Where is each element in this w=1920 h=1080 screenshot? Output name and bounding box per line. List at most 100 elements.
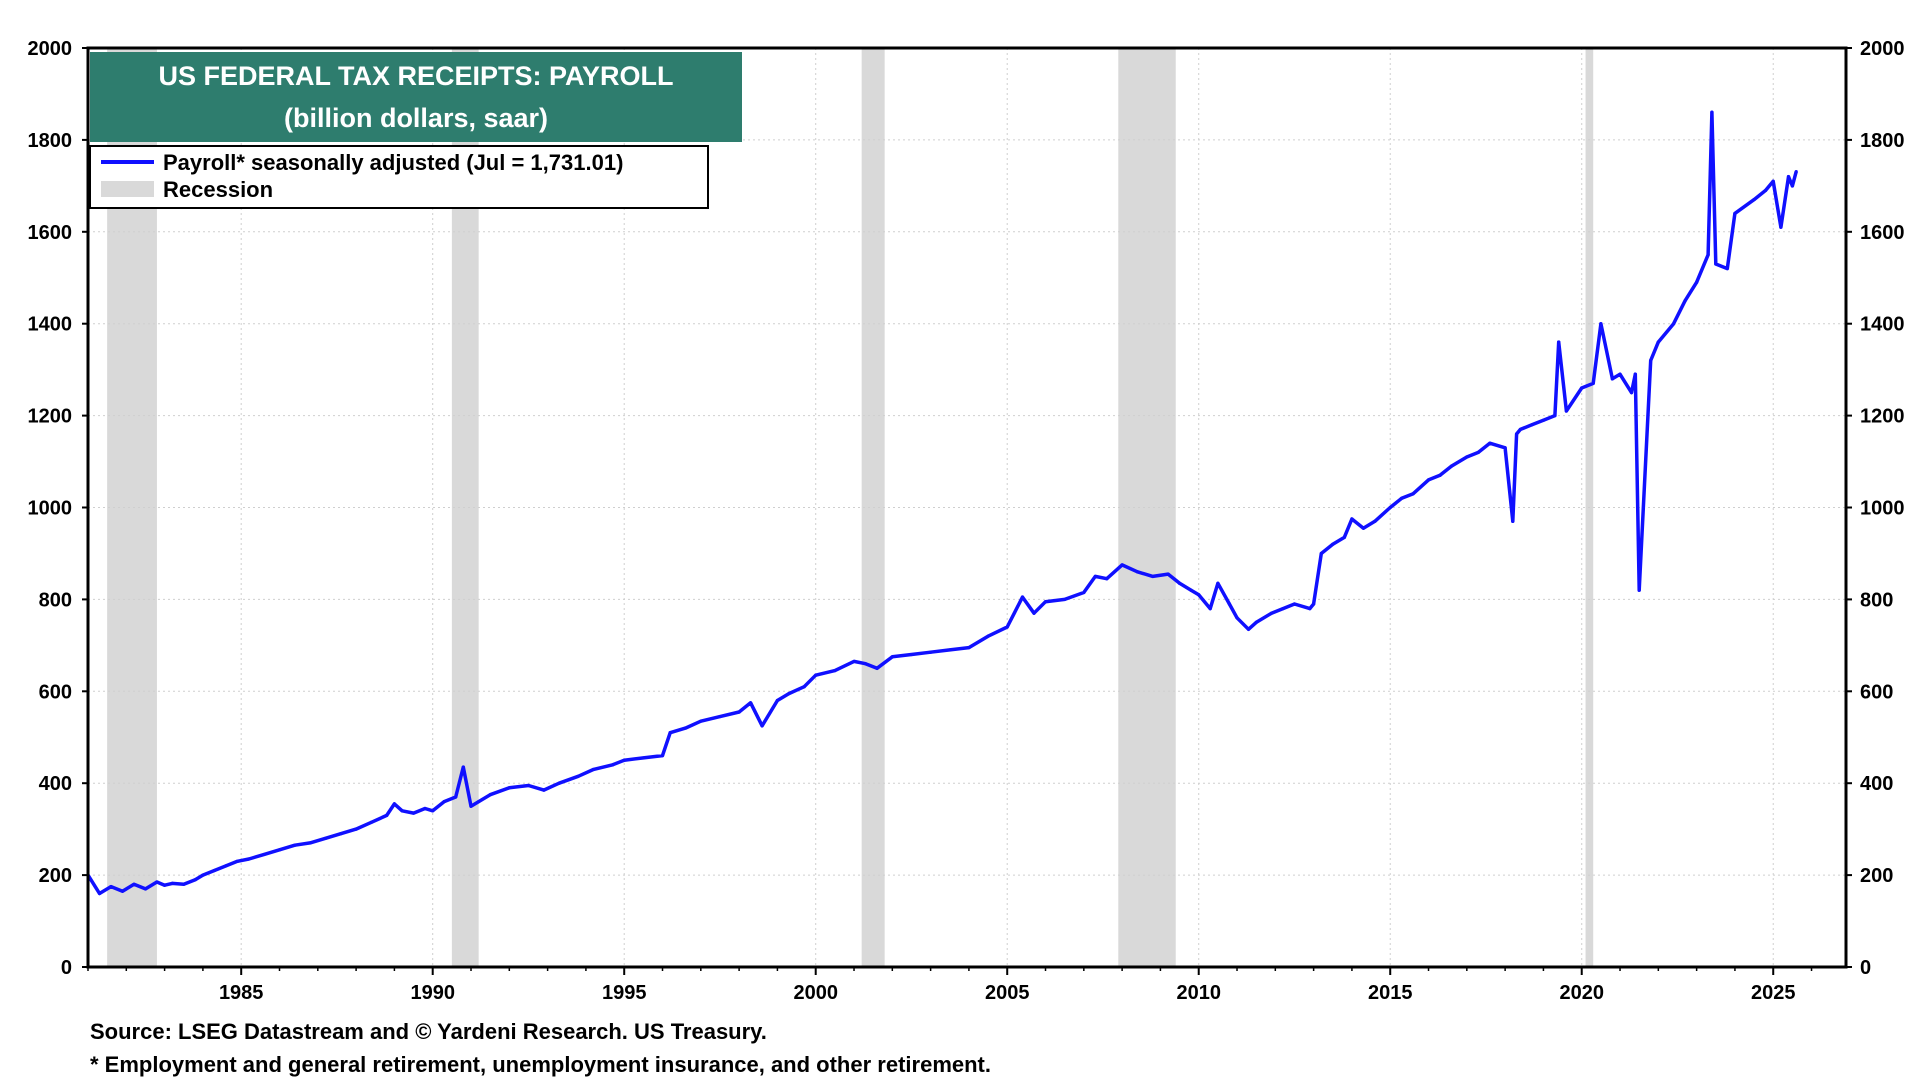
data-point [749, 701, 753, 705]
series-line-payroll [86, 110, 1798, 896]
data-point [1135, 570, 1140, 574]
data-point [97, 891, 102, 896]
data-point [1438, 473, 1442, 477]
data-point [775, 698, 780, 703]
data-point [1373, 519, 1377, 523]
data-point [1591, 381, 1595, 386]
x-tick-label: 2010 [1176, 982, 1221, 1004]
data-point [948, 648, 952, 652]
data-point [323, 836, 328, 840]
data-point [1342, 535, 1346, 539]
data-point [967, 646, 971, 650]
data-point [1672, 322, 1676, 326]
data-point [1426, 478, 1431, 482]
data-point [718, 714, 722, 719]
legend-label-recession: Recession [163, 177, 273, 202]
data-point [155, 880, 159, 884]
y-tick-label-right: 1600 [1860, 222, 1905, 244]
data-point [1227, 602, 1231, 606]
y-tick-label-left: 0 [61, 957, 72, 979]
data-point [1763, 188, 1768, 193]
y-tick-label-right: 1400 [1860, 314, 1905, 336]
data-point [1292, 602, 1297, 606]
y-tick-label-left: 800 [39, 589, 72, 611]
data-point [1476, 450, 1480, 454]
data-point [262, 852, 266, 857]
data-point [1637, 588, 1641, 592]
data-point [1449, 464, 1454, 468]
y-tick-label-left: 1400 [28, 314, 73, 336]
data-point [1649, 358, 1653, 363]
chart-subtitle: (billion dollars, saar) [284, 103, 548, 133]
data-point [235, 859, 239, 863]
data-point [611, 763, 615, 767]
data-point [308, 841, 312, 845]
data-point [454, 795, 458, 799]
data-point [182, 882, 186, 886]
data-point [392, 802, 397, 806]
data-point [1020, 595, 1025, 599]
data-point [170, 881, 174, 885]
y-tick-label-right: 1800 [1860, 130, 1905, 152]
data-point [852, 659, 856, 664]
data-point [109, 884, 113, 889]
data-point [1725, 266, 1729, 271]
data-point [1580, 386, 1584, 390]
data-point [1388, 505, 1392, 510]
y-tick-label-left: 600 [39, 681, 72, 703]
data-point [293, 843, 297, 847]
data-point [1197, 593, 1201, 597]
data-point [1771, 179, 1775, 183]
data-point [1246, 627, 1251, 631]
y-tick-label-right: 2000 [1860, 38, 1905, 60]
data-point [369, 820, 374, 824]
data-point [1553, 414, 1557, 418]
data-point [1518, 427, 1523, 431]
data-point [1269, 611, 1274, 615]
x-tick-label: 1985 [219, 982, 264, 1004]
data-point [1794, 170, 1798, 174]
data-point [1564, 409, 1569, 413]
data-point [507, 786, 511, 790]
data-point [526, 783, 531, 788]
data-point [143, 887, 148, 891]
data-point [1331, 542, 1335, 546]
data-point [1683, 299, 1687, 303]
data-point [1189, 588, 1193, 592]
data-point [875, 666, 879, 670]
axis-ticks: 0 0 200 200 400 400 600 600 800 800 1000 1000 1200 12… [28, 38, 1905, 1004]
data-point [622, 758, 626, 762]
data-point [1043, 600, 1048, 604]
y-tick-label-right: 400 [1860, 773, 1893, 795]
data-point [1254, 620, 1258, 624]
data-point [423, 806, 427, 811]
data-point [542, 788, 546, 792]
data-point [787, 691, 791, 696]
legend-swatch-recession [101, 181, 154, 197]
data-point [699, 719, 703, 723]
data-point [557, 781, 561, 785]
y-tick-label-left: 2000 [28, 38, 73, 60]
data-point [1105, 577, 1109, 581]
data-point [1177, 581, 1182, 585]
data-point [1281, 606, 1285, 611]
data-point [986, 634, 990, 638]
data-point [1235, 616, 1239, 620]
data-point [683, 726, 688, 730]
data-point [1733, 211, 1737, 216]
data-point [1541, 418, 1546, 422]
data-point [201, 873, 205, 877]
y-tick-label-right: 200 [1860, 865, 1893, 887]
data-point [909, 652, 914, 657]
y-tick-label-right: 0 [1860, 957, 1871, 979]
data-point [1695, 280, 1699, 284]
data-point [1151, 574, 1155, 579]
chart-title: US FEDERAL TAX RECEIPTS: PAYROLL [158, 61, 673, 91]
x-tick-label: 2020 [1559, 982, 1604, 1004]
data-point [1312, 602, 1316, 606]
data-point [660, 754, 665, 758]
data-point [431, 809, 435, 813]
y-tick-label-left: 400 [39, 773, 72, 795]
data-point [339, 832, 343, 836]
